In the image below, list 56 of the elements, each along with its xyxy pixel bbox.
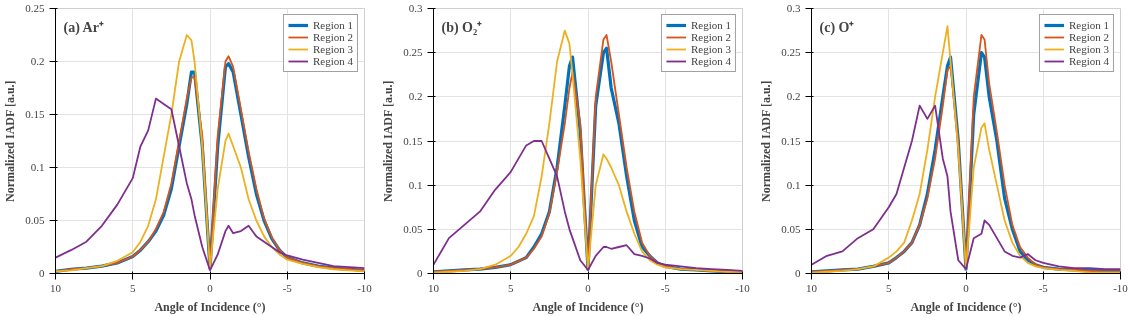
y-tick-label: 0.2 [30, 55, 45, 67]
x-tick-label: 10 [50, 281, 62, 294]
y-tick-label: 0 [417, 267, 423, 279]
x-tick-label: 0 [585, 281, 592, 294]
legend-label: Region 2 [312, 31, 353, 43]
x-tick-label: 0 [963, 281, 970, 294]
y-axis-title: Normalized IADF [a.u.] [381, 80, 396, 202]
y-tick-label: 0.2 [786, 90, 801, 103]
legend-label: Region 2 [690, 31, 731, 43]
x-axis-title: Angle of Incidence (°) [910, 299, 1022, 314]
legend-label: Region 4 [312, 55, 353, 67]
legend-label: Region 1 [690, 19, 731, 31]
y-tick-label: 0.1 [408, 178, 423, 191]
x-tick-label: 5 [886, 281, 892, 294]
text: (c) O⁺ [819, 19, 855, 36]
x-tick-label: 10 [428, 281, 440, 294]
legend-label: Region 4 [690, 55, 731, 67]
y-axis-title: Normalized IADF [a.u.] [759, 80, 774, 202]
x-tick-label: -5 [282, 281, 293, 294]
x-tick-label: 5 [508, 281, 514, 294]
y-tick-label: 0.15 [781, 134, 801, 147]
text: (a) Ar⁺ [63, 19, 104, 36]
x-tick-label: 10 [806, 281, 818, 294]
legend-label: Region 3 [312, 43, 353, 55]
x-tick-label: -10 [357, 281, 373, 294]
y-tick-label: 0.1 [786, 178, 801, 191]
legend-label: Region 3 [1068, 43, 1109, 55]
y-tick-label: 0.05 [25, 214, 45, 226]
y-tick-label: 0.25 [781, 46, 801, 59]
y-axis-title: Normalized IADF [a.u.] [3, 80, 18, 202]
legend-label: Region 3 [690, 43, 731, 55]
x-tick-label: -10 [735, 281, 751, 294]
y-tick-label: 0.2 [408, 90, 423, 103]
y-tick-label: 0.3 [408, 2, 423, 14]
y-tick-label: 0.25 [403, 46, 423, 59]
y-tick-label: 0.15 [25, 108, 45, 120]
x-tick-label: -10 [1113, 281, 1129, 294]
legend-label: Region 1 [312, 19, 353, 31]
legend-label: Region 1 [1068, 19, 1109, 31]
x-axis-title: Angle of Incidence (°) [154, 299, 266, 314]
y-tick-label: 0.05 [781, 222, 801, 235]
legend-label: Region 4 [1068, 55, 1109, 67]
x-tick-label: 5 [130, 281, 136, 294]
x-tick-label: -5 [1038, 281, 1049, 294]
y-tick-label: 0.3 [786, 2, 801, 14]
x-tick-label: 0 [207, 281, 214, 294]
text: (b) O₂⁺ [441, 19, 483, 36]
y-tick-label: 0.05 [403, 222, 423, 235]
y-tick-label: 0.1 [30, 161, 45, 173]
y-tick-label: 0.25 [25, 2, 45, 14]
y-tick-label: 0 [795, 267, 801, 279]
y-tick-label: 0.15 [403, 134, 423, 147]
x-axis-title: Angle of Incidence (°) [532, 299, 644, 314]
legend-label: Region 2 [1068, 31, 1109, 43]
y-tick-label: 0 [39, 267, 45, 279]
x-tick-label: -5 [660, 281, 671, 294]
